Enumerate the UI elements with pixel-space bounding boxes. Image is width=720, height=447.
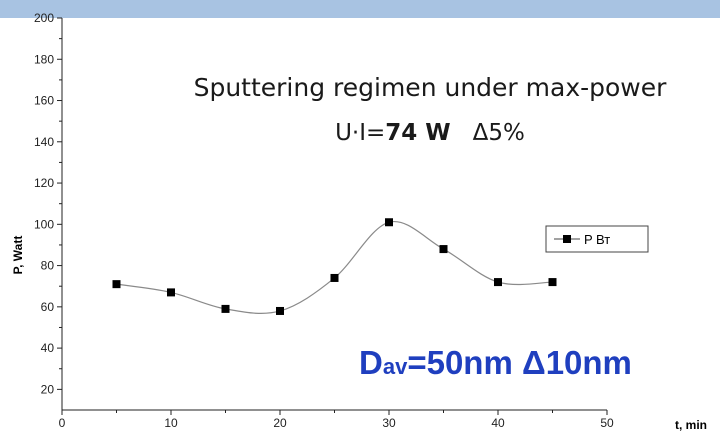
x-tick-label: 40: [491, 416, 505, 430]
legend: P Вт: [545, 225, 649, 253]
x-axis-ticks: 0 10 20 30 40 50: [59, 410, 614, 430]
data-point: [385, 218, 393, 227]
x-tick-label: 20: [273, 416, 287, 430]
data-points: [112, 218, 557, 315]
dav-rest: =50nm Δ10nm: [407, 344, 632, 381]
y-tick-label: 40: [41, 341, 55, 355]
y-tick-label: 60: [41, 300, 55, 314]
y-axis-label: P, Watt: [11, 236, 25, 275]
subtitle-power: 74 W: [385, 120, 450, 146]
data-point: [494, 278, 502, 287]
y-tick-label: 180: [34, 52, 54, 66]
chart-subtitle: U·I=74 W Δ5%: [335, 120, 525, 146]
fit-curve: [116, 220, 553, 314]
chart-title: Sputtering regimen under max-power: [194, 73, 668, 102]
dav-main: D: [359, 344, 383, 381]
legend-marker: [563, 235, 571, 243]
x-tick-label: 30: [382, 416, 396, 430]
y-tick-label: 80: [41, 259, 55, 273]
y-axis-ticks: 20 40 60 80 100 120 140 160 180 200: [34, 11, 62, 396]
legend-box: [545, 225, 649, 253]
subtitle-prefix: U·I=: [335, 120, 385, 146]
x-axis-label: t, min: [675, 418, 707, 432]
data-point: [439, 245, 448, 254]
x-tick-label: 50: [600, 416, 614, 430]
average-diameter-annotation: Dav=50nm Δ10nm: [359, 344, 632, 381]
x-tick-label: 0: [59, 416, 66, 430]
legend-label: P Вт: [584, 232, 610, 247]
y-tick-label: 100: [34, 217, 54, 231]
y-tick-label: 140: [34, 135, 54, 149]
x-tick-label: 10: [164, 416, 178, 430]
data-point: [276, 306, 284, 315]
dav-subscript: av: [383, 354, 408, 379]
y-tick-label: 160: [34, 94, 54, 108]
header-band: [0, 0, 720, 18]
data-point: [221, 304, 230, 313]
subtitle-tolerance: Δ5%: [473, 120, 525, 146]
y-tick-label: 20: [41, 382, 55, 396]
y-tick-label: 120: [34, 176, 54, 190]
data-point: [548, 278, 557, 287]
data-point: [330, 273, 339, 282]
data-point: [112, 280, 121, 289]
y-tick-label: 200: [34, 11, 54, 25]
data-point: [167, 288, 175, 297]
